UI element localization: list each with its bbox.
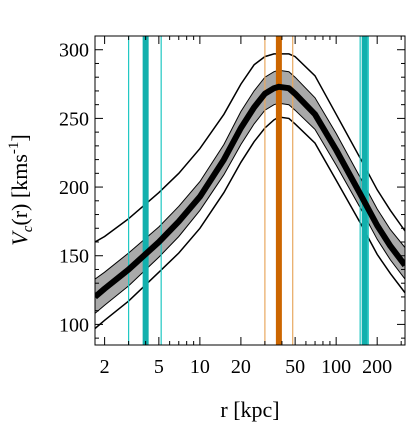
y-tick-label: 200 — [59, 177, 89, 199]
plot-frame — [94, 35, 406, 346]
x-tick-label: 20 — [231, 356, 251, 378]
outer-lower-curve — [95, 116, 405, 330]
axis-tick-labels: 2 5 10 20 50 100 200 100 150 200 250 300 — [59, 40, 392, 378]
y-tick-label: 300 — [59, 40, 89, 62]
central-curve — [95, 83, 405, 300]
x-axis-label: r [kpc] — [220, 397, 279, 422]
y-label-close: ] — [7, 134, 32, 141]
y-label-base: V — [7, 230, 32, 246]
y-tick-label: 250 — [59, 108, 89, 130]
band-lower-edge — [95, 102, 405, 314]
y-axis-label: Vc(r) [kms-1] — [6, 134, 36, 245]
x-tick-label: 10 — [190, 356, 210, 378]
x-tick-label: 50 — [285, 356, 305, 378]
y-label-rest: (r) [kms — [7, 154, 32, 225]
y-label-sub: c — [20, 225, 36, 232]
x-tick-label: 200 — [362, 356, 392, 378]
outer-upper-curve — [95, 53, 405, 243]
y-tick-label: 100 — [59, 314, 89, 336]
x-tick-label: 5 — [154, 356, 164, 378]
plot-area — [95, 36, 405, 345]
band-upper-edge — [95, 69, 405, 280]
x-tick-label: 2 — [100, 356, 110, 378]
axis-ticks — [95, 35, 405, 345]
x-tick-label: 100 — [321, 356, 351, 378]
y-label-sup: -1 — [6, 142, 22, 155]
y-tick-label: 150 — [59, 246, 89, 268]
